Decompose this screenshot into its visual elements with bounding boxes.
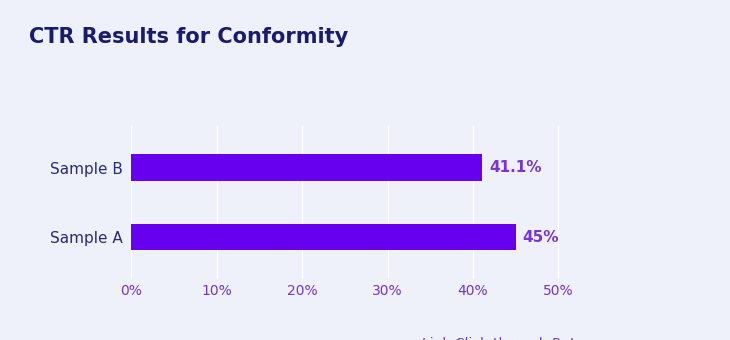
Text: 41.1%: 41.1% <box>489 160 542 175</box>
Bar <box>131 154 483 181</box>
Bar <box>131 224 515 250</box>
Text: 45%: 45% <box>523 230 559 244</box>
X-axis label: Link Click-through Rate: Link Click-through Rate <box>422 337 584 340</box>
Text: CTR Results for Conformity: CTR Results for Conformity <box>29 27 348 47</box>
